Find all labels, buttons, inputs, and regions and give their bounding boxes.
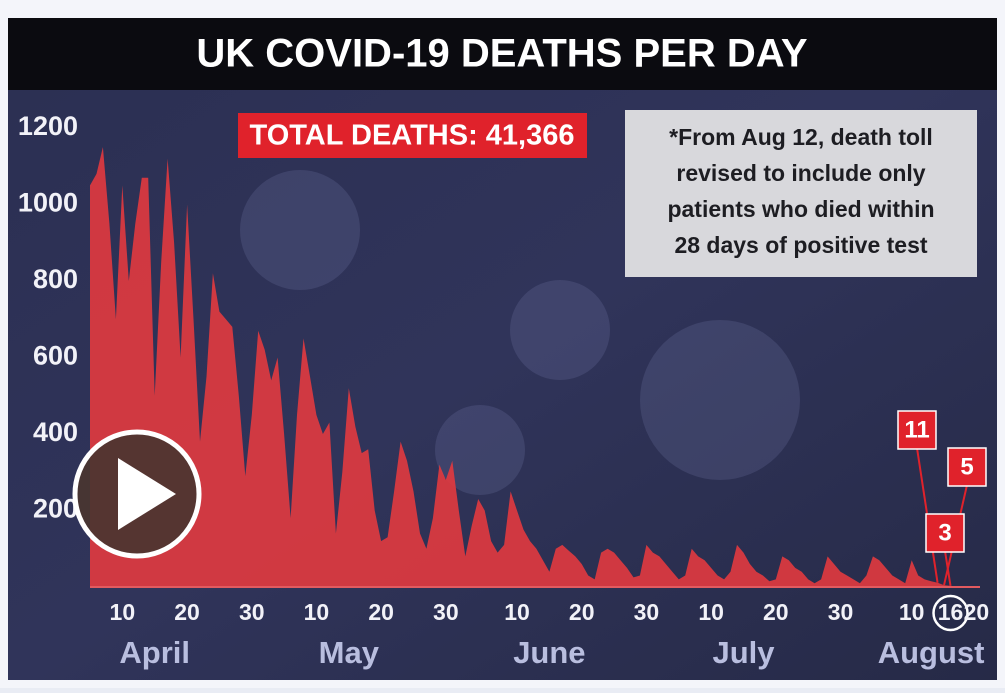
y-tick-label: 1000	[18, 188, 78, 218]
note: *From Aug 12, death toll revised to inclu…	[667, 124, 934, 258]
x-tick-label: 20	[964, 599, 990, 625]
month-label: May	[319, 635, 380, 670]
x-tick-label: 10	[304, 599, 330, 625]
x-tick-label: 20	[763, 599, 789, 625]
data-labels: 11 5 3	[897, 410, 987, 587]
label-leader	[944, 550, 952, 587]
note-line: 28 days of positive test	[674, 232, 927, 258]
x-tick-label: 10	[110, 599, 136, 625]
y-tick-label: 400	[33, 417, 78, 447]
play-icon[interactable]	[118, 458, 176, 530]
highlight-circle	[932, 594, 969, 632]
x-tick-label: 20	[368, 599, 394, 625]
data-label: 11	[904, 416, 929, 443]
note-line: *From Aug 12, death toll	[669, 124, 933, 150]
y-tick-label: 600	[33, 341, 78, 371]
month-label: July	[712, 635, 775, 670]
plot: 200 400 600 800 1000 1200 10 20 30 10 20 30 10 20 30 10…	[18, 111, 989, 670]
note-box	[625, 110, 977, 277]
total-badge-text: TOTAL DEATHS: 41,366	[250, 120, 575, 152]
label-box	[925, 513, 965, 553]
x-tick-label: 16	[938, 599, 964, 625]
virus-decoration	[240, 170, 800, 495]
y-tick-label: 1200	[18, 111, 78, 141]
y-tick-label: 200	[33, 494, 78, 524]
month-label: August	[878, 635, 985, 670]
data-label: 5	[960, 453, 973, 480]
play-button[interactable]	[72, 429, 202, 559]
area	[90, 147, 951, 587]
x-tick-label: 20	[569, 599, 595, 625]
label-box	[897, 410, 937, 450]
total-badge	[238, 113, 587, 158]
month-label: April	[119, 635, 190, 670]
x-tick-label: 30	[828, 599, 854, 625]
x-tick-label: 10	[504, 599, 530, 625]
x-tick-label: 30	[634, 599, 660, 625]
title-bar	[8, 18, 997, 90]
y-tick-label: 800	[33, 264, 78, 294]
note-line: patients who died within	[667, 196, 934, 222]
chart-title: UK COVID-19 DEATHS PER DAY	[196, 32, 808, 76]
data-label: 3	[938, 519, 951, 546]
x-tick-label: 10	[698, 599, 724, 625]
x-tick-label: 30	[433, 599, 459, 625]
label-box	[947, 447, 987, 487]
month-label: June	[513, 635, 585, 670]
x-tick-label: 30	[239, 599, 265, 625]
x-tick-label: 20	[174, 599, 200, 625]
x-tick-label: 10	[899, 599, 925, 625]
note-line: revised to include only	[676, 160, 925, 186]
